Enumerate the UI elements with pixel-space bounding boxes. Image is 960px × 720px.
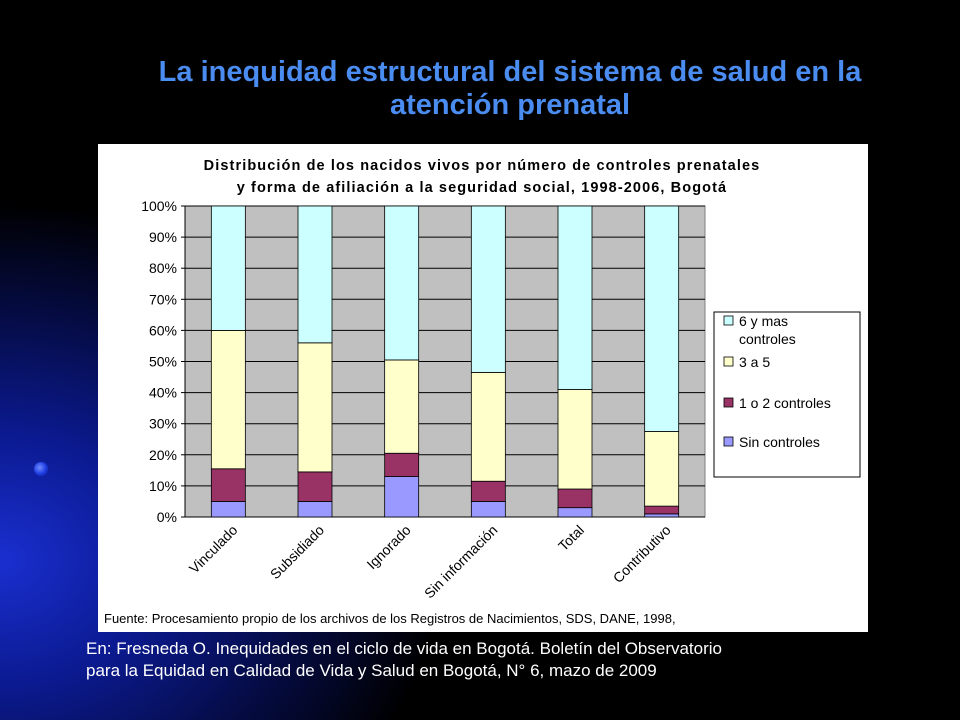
chart-container: Distribución de los nacidos vivos por nú… (98, 144, 868, 632)
bar-segment (470, 501, 506, 518)
legend-swatch (723, 315, 734, 326)
bar-segment (644, 513, 680, 518)
y-axis-ticks: 0% 10% 20% 30% 40% 50% 60% 70% 80% 90% 100% (141, 198, 186, 525)
bar-segment (297, 342, 333, 473)
legend-label: controles (739, 331, 796, 347)
gridlines (185, 205, 705, 518)
x-tick-label: Ignorado (363, 522, 414, 573)
bar-segment (557, 389, 593, 490)
legend-swatch (723, 356, 734, 367)
y-tick-label: 50% (149, 354, 177, 370)
y-tick-label: 0% (157, 509, 177, 525)
bar-segment (384, 476, 420, 518)
bar-segment (557, 488, 593, 509)
x-tick-label: Total (555, 522, 587, 554)
bars (210, 205, 680, 518)
bar-segment (557, 507, 593, 518)
y-tick-label: 70% (149, 291, 177, 307)
legend: 6 y mas controles 3 a 5 1 o 2 controles Sin … (713, 311, 861, 478)
legend-label: 6 y mas (739, 313, 788, 329)
y-tick-label: 90% (149, 229, 177, 245)
x-tick-label: Sin información (421, 522, 501, 602)
stacked-bar-chart: Distribución de los nacidos vivos por nú… (104, 158, 861, 626)
x-axis-labels: Vinculado Subsidiado Ignorado Sin informaci… (186, 522, 674, 602)
source-note: Fuente: Procesamiento propio de los arch… (104, 611, 676, 626)
bar-segment (644, 205, 680, 432)
y-tick-label: 100% (141, 198, 177, 214)
decorative-glow-dot (34, 462, 48, 476)
bar-segment (470, 205, 506, 373)
chart-title-line2: y forma de afiliación a la seguridad soc… (237, 180, 727, 196)
x-tick-label: Vinculado (186, 522, 241, 577)
bar-segment (644, 431, 680, 507)
y-tick-label: 60% (149, 322, 177, 338)
bar-segment (297, 501, 333, 518)
bar-segment (470, 371, 506, 482)
bar-segment (384, 359, 420, 454)
y-tick-label: 80% (149, 260, 177, 276)
chart-title-line1: Distribución de los nacidos vivos por nú… (204, 158, 761, 174)
legend-label: Sin controles (739, 434, 820, 450)
legend-swatch (723, 397, 734, 408)
legend-box (713, 311, 861, 478)
bar-segment (210, 468, 246, 502)
y-tick-label: 40% (149, 385, 177, 401)
x-tick-label: Subsidiado (267, 522, 327, 582)
y-tick-label: 30% (149, 416, 177, 432)
bar-segment (470, 480, 506, 502)
bar-segment (644, 505, 680, 515)
citation-line-1: En: Fresneda O. Inequidades en el ciclo … (86, 639, 723, 658)
citation: En: Fresneda O. Inequidades en el ciclo … (86, 638, 946, 682)
citation-line-2: para la Equidad en Calidad de Vida y Sal… (86, 661, 657, 680)
y-tick-label: 20% (149, 447, 177, 463)
bar-segment (210, 501, 246, 518)
x-tick-label: Contributivo (610, 522, 674, 586)
legend-swatch (723, 436, 734, 447)
legend-label: 3 a 5 (739, 354, 770, 370)
bar-segment (557, 205, 593, 390)
bar-segment (297, 471, 333, 502)
bar-segment (210, 329, 246, 470)
slide-title: La inequidad estructural del sistema de … (158, 56, 862, 121)
legend-label: 1 o 2 controles (739, 395, 831, 411)
bar-segment (297, 205, 333, 344)
bar-segment (384, 452, 420, 477)
bar-segment (210, 205, 246, 331)
y-tick-label: 10% (149, 478, 177, 494)
bar-segment (384, 205, 420, 361)
